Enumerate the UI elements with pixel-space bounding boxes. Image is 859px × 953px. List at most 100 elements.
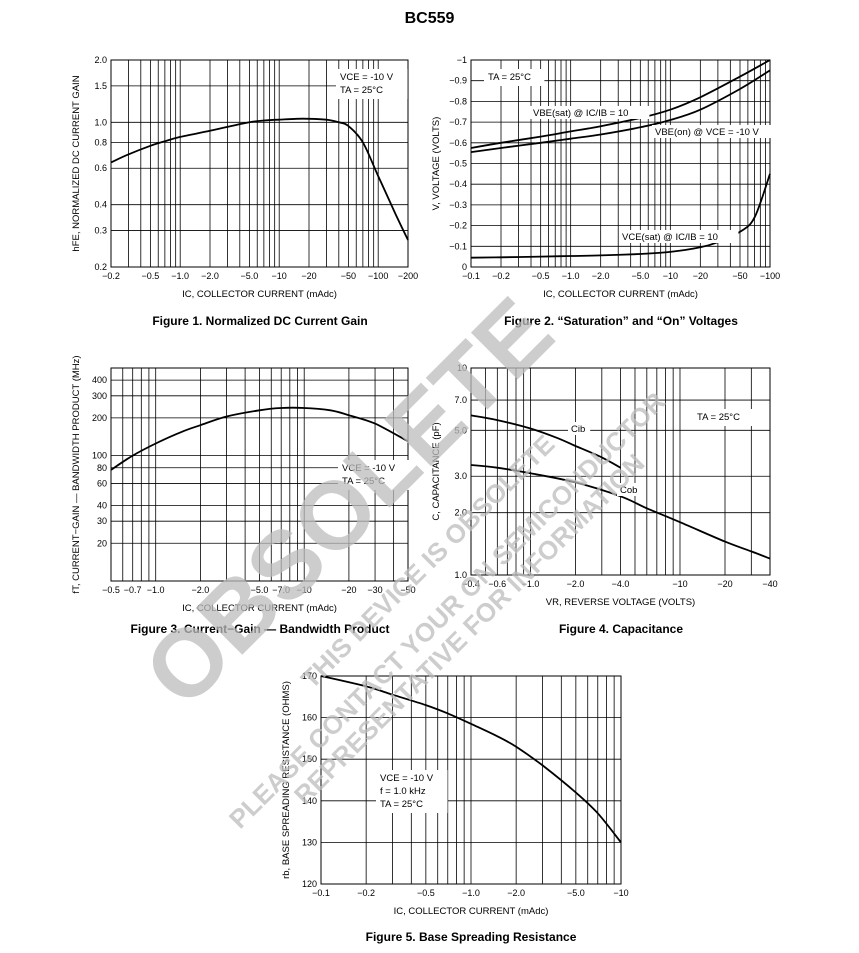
y-tick-label: 0.6 [94, 163, 107, 173]
series-label-vce-sat: VCE(sat) @ IC/IB = 10 [622, 232, 718, 243]
x-tick-label: −20 [717, 579, 732, 589]
x-tick-label: −0.4 [462, 579, 480, 589]
series-line-1 [110, 117, 409, 241]
x-tick-label: −50 [341, 271, 356, 281]
series-line-1 [110, 406, 409, 471]
series-label-cob: Cob [620, 485, 637, 496]
y-tick-label: 10 [457, 363, 467, 373]
figure-5-conditions-bg [376, 770, 448, 813]
x-axis-label: IC, COLLECTOR CURRENT (mAdc) [543, 289, 698, 300]
x-tick-label: −0.5 [102, 585, 120, 595]
y-tick-label: 40 [97, 501, 107, 511]
y-tick-label: 160 [302, 713, 317, 723]
series-label-cib-bg [568, 422, 591, 435]
figure-2-conditions-bg [484, 69, 545, 86]
x-tick-label: −0.1 [312, 888, 330, 898]
x-tick-label: −0.7 [124, 585, 142, 595]
x-tick-label: −10 [672, 579, 687, 589]
y-tick-label: −0.2 [449, 221, 467, 231]
x-tick-label: −20 [301, 271, 316, 281]
x-tick-label: −5.0 [251, 585, 269, 595]
figure-3-caption: Figure 3. Current−Gain — Bandwidth Produ… [130, 622, 390, 636]
y-tick-label: 120 [302, 879, 317, 889]
y-tick-label: 1.5 [94, 81, 107, 91]
x-tick-label: −0.2 [492, 271, 510, 281]
x-tick-label: −2.0 [507, 888, 525, 898]
x-tick-label: −2.0 [567, 579, 585, 589]
x-tick-label: −0.2 [357, 888, 375, 898]
series-label-vbe-on: VBE(on) @ VCE = -10 V [655, 127, 760, 138]
x-tick-label: −1.0 [562, 271, 580, 281]
x-tick-label: −4.0 [612, 579, 630, 589]
x-axis-label: IC, COLLECTOR CURRENT (mAdc) [182, 289, 337, 300]
x-tick-label: −0.6 [488, 579, 506, 589]
series-label-cob-bg [617, 483, 640, 496]
x-tick-label: −20 [341, 585, 356, 595]
y-axis-label: V, VOLTAGE (VOLTS) [431, 117, 442, 211]
y-tick-label: 300 [92, 391, 107, 401]
y-tick-label: −1 [457, 55, 467, 65]
y-tick-label: 7.0 [454, 395, 467, 405]
x-axis-label: IC, COLLECTOR CURRENT (mAdc) [182, 603, 337, 614]
y-tick-label: 100 [92, 451, 107, 461]
figure-1-conditions: VCE = -10 V TA = 25°C [336, 69, 408, 99]
y-tick-label: 3.0 [454, 471, 467, 481]
y-tick-label: 140 [302, 796, 317, 806]
y-tick-label: 1.0 [454, 570, 467, 580]
figure-4-conditions-line: TA = 25°C [697, 412, 740, 423]
x-tick-label: −40 [762, 579, 777, 589]
y-tick-label: 1.0 [94, 117, 107, 127]
x-tick-label: −5.0 [631, 271, 649, 281]
y-axis-label: fT, CURRENT−GAIN — BANDWIDTH PRODUCT (MH… [71, 355, 82, 593]
series-line-3 [470, 173, 771, 259]
series-line-1 [470, 59, 771, 149]
series-label-vbe-sat-bg [530, 106, 650, 119]
x-axis-label: VR, REVERSE VOLTAGE (VOLTS) [546, 597, 695, 608]
series-label-vbe-on-bg [652, 125, 772, 138]
x-tick-label: −5.0 [241, 271, 259, 281]
y-tick-label: 170 [302, 671, 317, 681]
x-tick-label: −0.1 [462, 271, 480, 281]
series-label-vce-sat-bg [619, 230, 739, 243]
x-tick-label: −0.5 [417, 888, 435, 898]
figure-3-conditions-line: TA = 25°C [342, 476, 385, 487]
x-tick-label: −50 [732, 271, 747, 281]
x-tick-label: −0.5 [142, 271, 160, 281]
y-tick-label: 0 [462, 262, 467, 272]
y-tick-label: 20 [97, 538, 107, 548]
y-tick-label: 60 [97, 478, 107, 488]
y-tick-label: 130 [302, 837, 317, 847]
y-tick-label: −0.7 [449, 117, 467, 127]
x-tick-label: −10 [663, 271, 678, 281]
x-tick-label: −7.0 [272, 585, 290, 595]
x-tick-label: −0.2 [102, 271, 120, 281]
y-tick-label: 2.0 [454, 508, 467, 518]
plot-frame [470, 367, 771, 576]
y-tick-label: −0.1 [449, 241, 467, 251]
y-axis-label: C, CAPACITANCE (pF) [431, 422, 442, 520]
x-tick-label: −2.0 [201, 271, 219, 281]
series-line-1 [320, 675, 622, 843]
x-tick-label: −100 [368, 271, 388, 281]
y-axis-label: hFE, NORMALIZED DC CURRENT GAIN [71, 75, 82, 251]
figure-5-conditions-line: TA = 25°C [380, 799, 423, 810]
y-tick-label: 200 [92, 413, 107, 423]
figure-1-conditions-line: VCE = -10 V [340, 72, 394, 83]
y-tick-label: 400 [92, 375, 107, 385]
figure-3-conditions-bg [338, 460, 410, 490]
series-label-vbe-sat: VBE(sat) @ IC/IB = 10 [533, 108, 628, 119]
series-label-cib: Cib [571, 424, 585, 435]
x-tick-label: −30 [367, 585, 382, 595]
x-axis-label: IC, COLLECTOR CURRENT (mAdc) [394, 906, 549, 917]
y-axis-label: rb, BASE SPREADING RESISTANCE (OHMS) [281, 681, 292, 879]
x-tick-label: −200 [398, 271, 418, 281]
y-tick-label: 0.8 [94, 137, 107, 147]
y-tick-label: 30 [97, 516, 107, 526]
x-tick-label: −100 [760, 271, 780, 281]
figure-5-conditions-line: f = 1.0 kHz [380, 786, 426, 797]
